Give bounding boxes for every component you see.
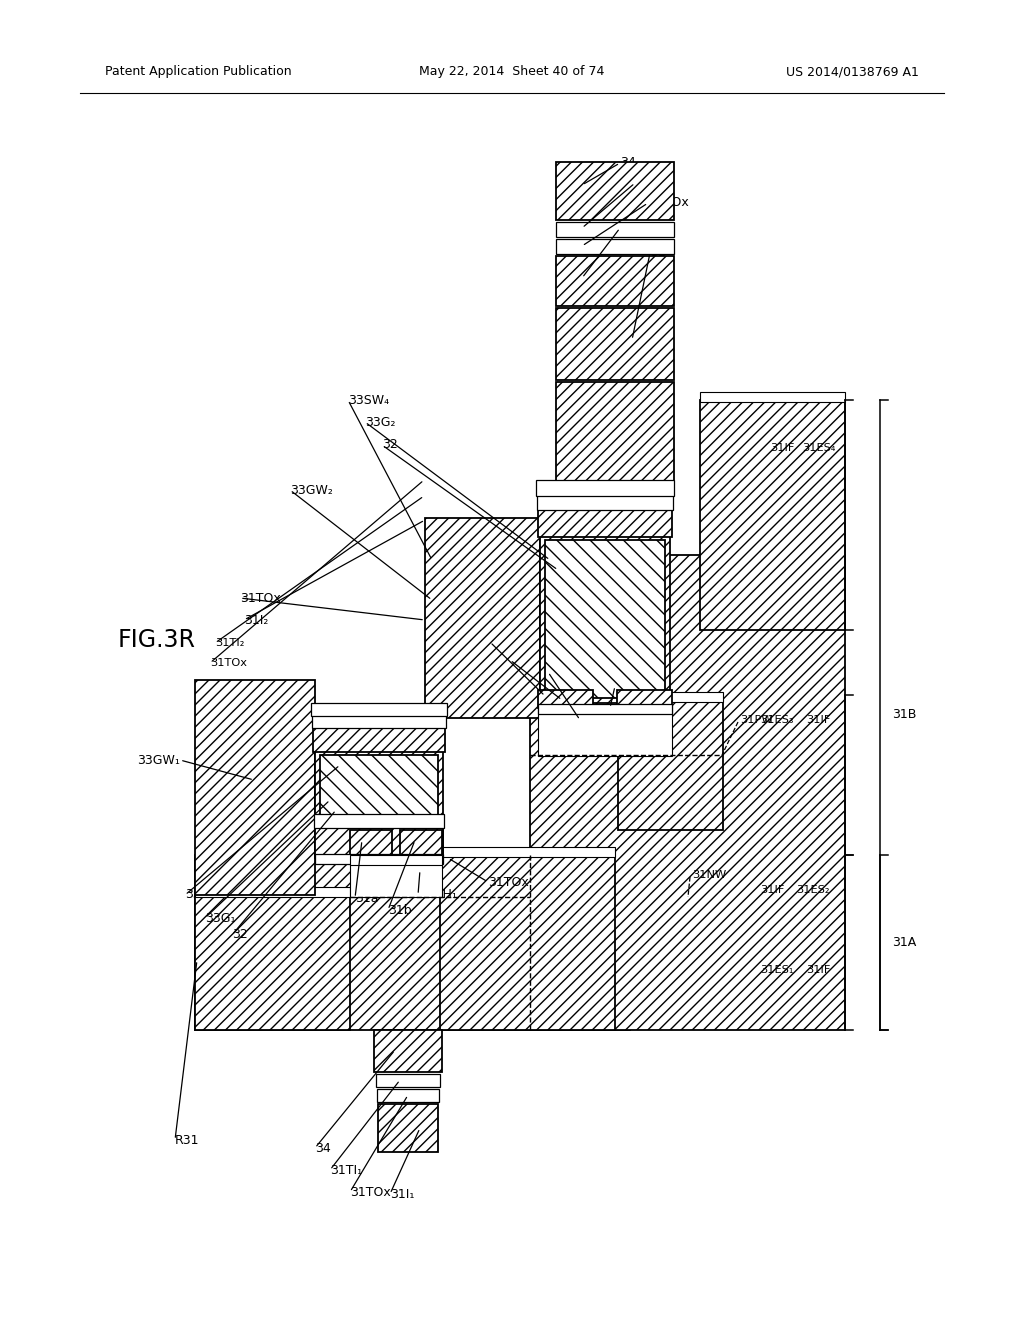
Text: 31ES₂: 31ES₂ <box>796 884 829 895</box>
Bar <box>312 714 446 729</box>
Text: 33G₂: 33G₂ <box>365 416 395 429</box>
Text: 31TOx: 31TOx <box>350 1185 391 1199</box>
Bar <box>350 855 442 898</box>
Text: 33G₁: 33G₁ <box>205 912 236 924</box>
Bar <box>556 162 674 220</box>
Bar <box>538 690 593 708</box>
Bar <box>314 814 444 828</box>
Text: 32: 32 <box>382 438 397 451</box>
Text: 31TOx: 31TOx <box>648 197 689 210</box>
Bar <box>440 847 615 857</box>
Polygon shape <box>315 750 358 858</box>
Bar <box>617 690 672 708</box>
Text: 31IF: 31IF <box>806 965 830 975</box>
Bar <box>425 517 540 718</box>
Bar <box>538 704 672 714</box>
Bar <box>537 494 673 510</box>
Bar <box>556 256 674 306</box>
Bar <box>319 755 438 853</box>
Text: 32: 32 <box>232 928 248 941</box>
Text: 31TI₂: 31TI₂ <box>215 638 245 648</box>
Text: 33SW₄: 33SW₄ <box>348 393 389 407</box>
Bar <box>618 700 723 830</box>
Text: 34: 34 <box>315 1142 331 1155</box>
Bar <box>376 1074 440 1086</box>
Text: 31ES₁: 31ES₁ <box>760 965 794 975</box>
Bar <box>378 1104 438 1152</box>
Text: 33SW₃: 33SW₃ <box>185 888 226 902</box>
Text: 31I₁: 31I₁ <box>390 1188 415 1200</box>
Text: 31TOx: 31TOx <box>210 657 247 668</box>
Bar <box>440 855 615 1030</box>
Bar <box>374 1030 442 1072</box>
Text: 34: 34 <box>620 157 636 169</box>
Text: 31ES₄: 31ES₄ <box>802 444 836 453</box>
Bar <box>700 400 845 630</box>
Text: 31TI₃: 31TI₃ <box>635 177 667 190</box>
Text: 31I₂: 31I₂ <box>244 614 268 627</box>
Text: FIG.3R: FIG.3R <box>118 628 196 652</box>
Bar <box>350 830 392 858</box>
Bar <box>530 554 845 1030</box>
Text: 31IF: 31IF <box>770 444 795 453</box>
Text: 31ES₃: 31ES₃ <box>760 715 794 725</box>
Bar <box>313 726 445 752</box>
Polygon shape <box>540 535 582 710</box>
Text: 31a: 31a <box>355 891 379 904</box>
Bar <box>700 392 845 403</box>
Text: 33GW₂: 33GW₂ <box>290 483 333 496</box>
Bar <box>556 381 674 482</box>
Bar <box>195 895 350 1030</box>
Bar <box>195 887 350 898</box>
Text: 31IF: 31IF <box>760 884 784 895</box>
Text: 31: 31 <box>650 247 666 260</box>
Text: 31c: 31c <box>510 653 532 667</box>
Text: May 22, 2014  Sheet 40 of 74: May 22, 2014 Sheet 40 of 74 <box>419 66 605 78</box>
Bar <box>536 480 674 496</box>
Bar <box>545 540 665 698</box>
Text: 31A: 31A <box>892 936 916 949</box>
Bar <box>538 508 672 537</box>
Bar <box>315 750 443 858</box>
Text: Patent Application Publication: Patent Application Publication <box>105 66 292 78</box>
Text: US 2014/0138769 A1: US 2014/0138769 A1 <box>786 66 919 78</box>
Text: 31d: 31d <box>490 635 514 648</box>
Bar <box>538 704 672 756</box>
Text: 31TOx: 31TOx <box>488 875 528 888</box>
Text: R31: R31 <box>175 1134 200 1147</box>
Text: 31NW: 31NW <box>692 870 726 880</box>
Text: 31CH₁: 31CH₁ <box>418 888 457 902</box>
Bar <box>556 239 674 253</box>
Text: 31B: 31B <box>892 709 916 722</box>
Bar <box>377 1089 439 1102</box>
Text: 31I₃: 31I₃ <box>620 222 644 235</box>
Text: 31IF: 31IF <box>806 715 830 725</box>
Bar <box>540 535 670 704</box>
Bar <box>350 855 442 865</box>
Bar <box>311 704 447 715</box>
Text: 31TOx: 31TOx <box>615 680 655 693</box>
Bar <box>315 854 443 865</box>
Bar <box>556 308 674 380</box>
Text: 31b: 31b <box>388 903 412 916</box>
Text: 31TOx: 31TOx <box>240 591 281 605</box>
Bar <box>195 680 315 895</box>
Text: 33GW₁: 33GW₁ <box>137 754 180 767</box>
Bar <box>315 826 443 855</box>
Bar <box>556 222 674 238</box>
Text: 31PW: 31PW <box>740 715 773 725</box>
Text: 31TI₁: 31TI₁ <box>330 1163 362 1176</box>
Bar <box>195 855 630 1030</box>
Bar <box>400 830 442 858</box>
Bar <box>618 692 723 702</box>
Text: 31CH₂: 31CH₂ <box>548 665 587 678</box>
